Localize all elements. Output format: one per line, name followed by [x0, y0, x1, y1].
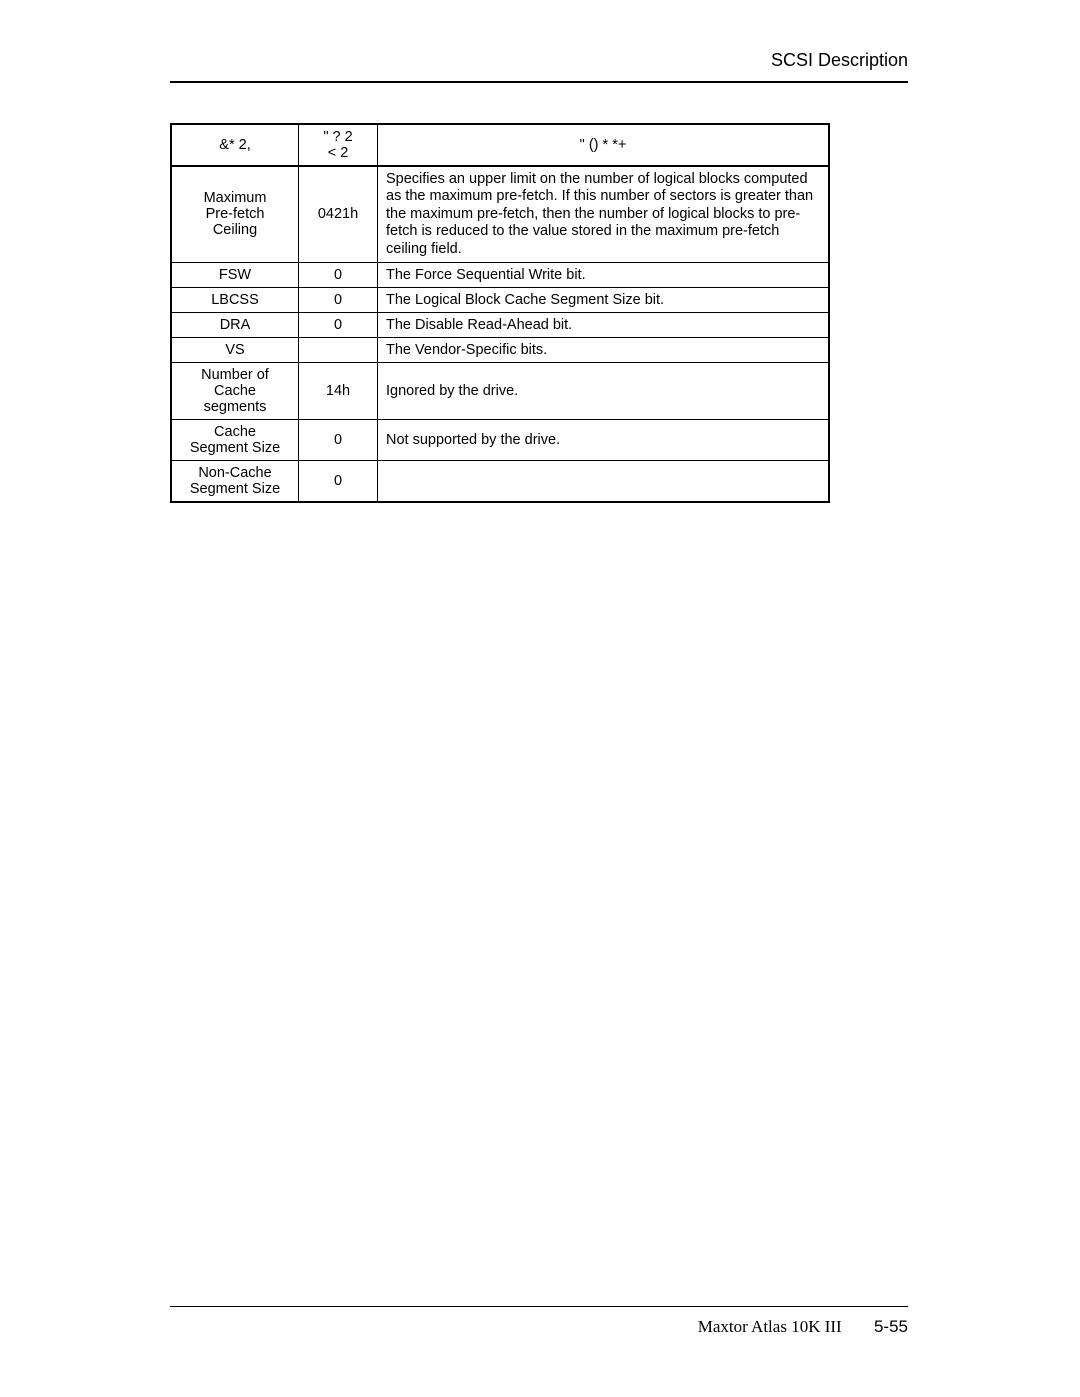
table-row: VS The Vendor-Specific bits. — [171, 337, 829, 362]
cell-name: FSW — [171, 262, 299, 287]
cell-name: Maximum Pre-fetch Ceiling — [171, 166, 299, 262]
cell-name: LBCSS — [171, 287, 299, 312]
cell-name: Number of Cache segments — [171, 362, 299, 419]
cell-value: 14h — [299, 362, 378, 419]
footer-book-title: Maxtor Atlas 10K III — [698, 1317, 842, 1336]
th-name: &* 2, — [171, 124, 299, 166]
page-footer: Maxtor Atlas 10K III 5-55 — [170, 1306, 908, 1337]
cell-name: DRA — [171, 312, 299, 337]
cell-value: 0 — [299, 419, 378, 460]
cell-value — [299, 337, 378, 362]
table-row: Maximum Pre-fetch Ceiling 0421h Specifie… — [171, 166, 829, 262]
cell-desc: Specifies an upper limit on the number o… — [378, 166, 830, 262]
cell-value: 0 — [299, 287, 378, 312]
cell-desc: Ignored by the drive. — [378, 362, 830, 419]
table-row: LBCSS 0 The Logical Block Cache Segment … — [171, 287, 829, 312]
cell-name: VS — [171, 337, 299, 362]
table-row: Non-Cache Segment Size 0 — [171, 460, 829, 502]
cell-desc: The Vendor-Specific bits. — [378, 337, 830, 362]
cell-desc: The Force Sequential Write bit. — [378, 262, 830, 287]
table-row: DRA 0 The Disable Read-Ahead bit. — [171, 312, 829, 337]
cell-name: Cache Segment Size — [171, 419, 299, 460]
footer-page-number: 5-55 — [874, 1317, 908, 1337]
cell-value: 0 — [299, 312, 378, 337]
table-row: Number of Cache segments 14h Ignored by … — [171, 362, 829, 419]
cell-desc: Not supported by the drive. — [378, 419, 830, 460]
th-default: " ? 2 < 2 — [299, 124, 378, 166]
cell-desc: The Logical Block Cache Segment Size bit… — [378, 287, 830, 312]
cell-value: 0 — [299, 460, 378, 502]
cell-value: 0421h — [299, 166, 378, 262]
table-row: Cache Segment Size 0 Not supported by th… — [171, 419, 829, 460]
scsi-description-table: &* 2, " ? 2 < 2 " () * *+ Maximum Pre-fe… — [170, 123, 830, 503]
cell-desc: The Disable Read-Ahead bit. — [378, 312, 830, 337]
page-header: SCSI Description — [170, 50, 908, 83]
th-description: " () * *+ — [378, 124, 830, 166]
cell-value: 0 — [299, 262, 378, 287]
header-title: SCSI Description — [771, 50, 908, 70]
cell-name: Non-Cache Segment Size — [171, 460, 299, 502]
table-row: FSW 0 The Force Sequential Write bit. — [171, 262, 829, 287]
cell-desc — [378, 460, 830, 502]
